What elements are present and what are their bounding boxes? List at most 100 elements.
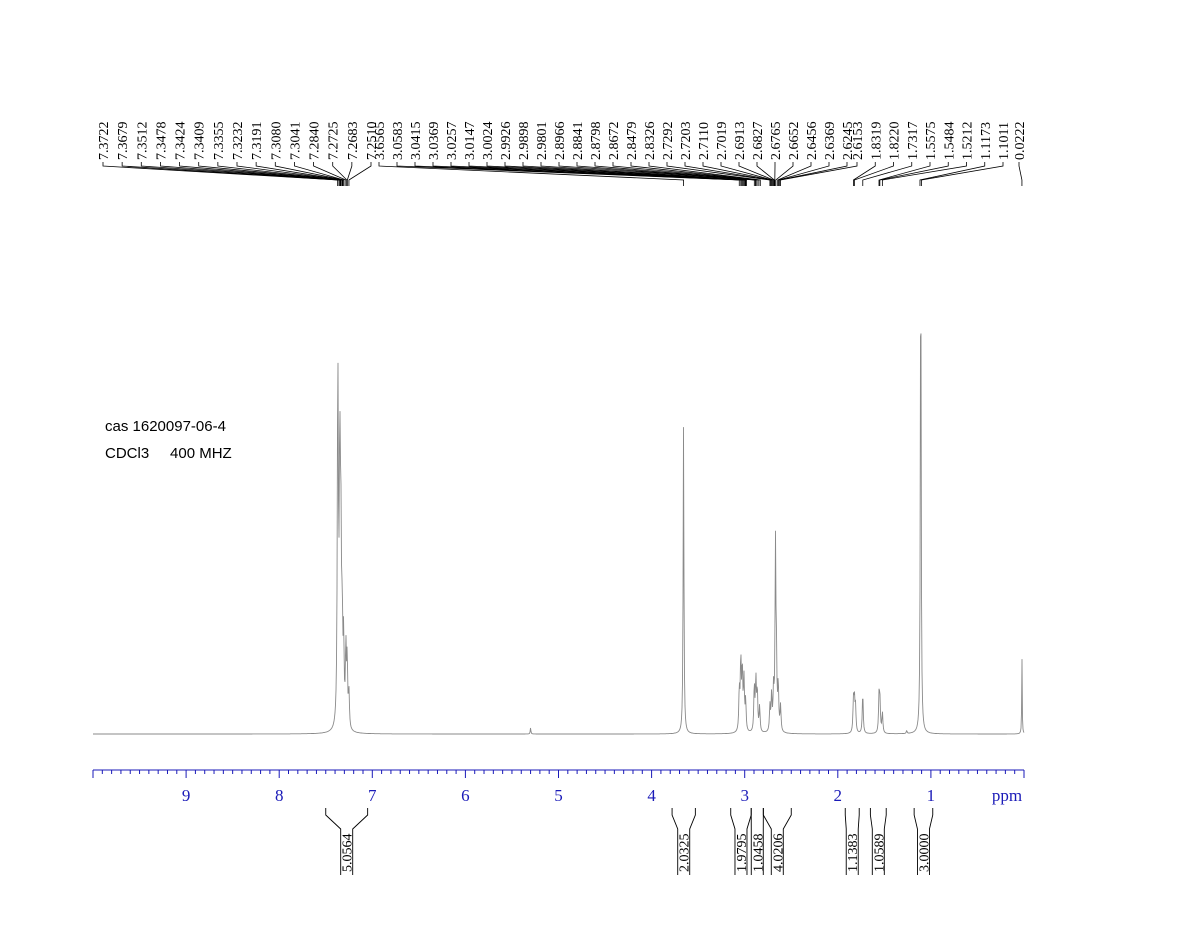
peak-label-leader: [702, 162, 773, 186]
peak-label-leader: [853, 162, 876, 186]
peak-label: 2.9926: [499, 122, 514, 161]
axis-tick-label: 8: [275, 786, 284, 805]
peak-label-leader: [756, 162, 775, 186]
peak-label: 7.3080: [269, 122, 284, 161]
peak-label-leader: [198, 162, 341, 186]
peak-label: 7.3722: [97, 122, 112, 161]
axis-tick-label: 6: [461, 786, 470, 805]
integral-bracket: [325, 808, 369, 875]
peak-label: 7.3424: [174, 122, 189, 161]
integral-bracket: [844, 808, 860, 875]
peak-label: 3.0583: [391, 122, 406, 161]
peak-label: 2.6456: [805, 122, 820, 161]
integral-bracket: [762, 808, 792, 875]
peak-label: 3.0369: [427, 122, 442, 161]
peak-label-leader: [594, 162, 757, 186]
peak-label-leader: [919, 162, 986, 186]
peak-label: 1.7317: [906, 122, 921, 161]
sample-annotation: cas 1620097-06-4: [105, 418, 226, 435]
integral-value: 1.9795: [735, 834, 750, 873]
peak-label-leader: [779, 162, 848, 186]
peak-label-leader: [102, 162, 339, 186]
peak-label-leader: [217, 162, 342, 186]
peak-label-leader: [775, 162, 794, 186]
peak-label: 7.3409: [193, 122, 208, 161]
peak-label: 2.8672: [607, 122, 622, 161]
peak-labels: 7.3722 7.3679 7.3512 7.3478 7.3424 7.3409 7.33…: [97, 122, 1028, 186]
peak-label-leader: [160, 162, 341, 186]
integral-value: 5.0564: [341, 834, 356, 873]
peak-label: 7.2840: [308, 122, 323, 161]
peak-label: 7.3679: [116, 122, 131, 161]
peak-label-leader: [348, 162, 372, 186]
ppm-axis: 9 8 7 6 5 4 3 2 1 ppm: [92, 769, 1025, 805]
peak-label: 7.3232: [231, 122, 246, 161]
peak-label-leader: [450, 162, 743, 186]
axis-tick-label: 9: [182, 786, 191, 805]
peak-label: 7.3478: [154, 122, 169, 161]
integral-value: 4.0206: [771, 834, 786, 873]
axis-tick-label: 5: [554, 786, 563, 805]
peak-label-leader: [738, 162, 774, 186]
peak-label: 0.0222: [1013, 122, 1028, 161]
peak-label: 2.7110: [697, 122, 712, 160]
peak-label: 2.6245: [841, 122, 856, 161]
peak-label: 1.1173: [979, 122, 994, 160]
peak-label-leader: [720, 162, 773, 186]
peak-label-leader: [346, 162, 353, 186]
peak-label: 7.3191: [250, 122, 265, 161]
peak-label-leader: [486, 162, 745, 186]
peak-label: 2.9801: [535, 122, 550, 161]
axis-unit-label: ppm: [992, 786, 1022, 805]
peak-label: 7.3041: [288, 122, 303, 161]
peak-label-leader: [862, 162, 913, 186]
peak-label: 7.2725: [327, 122, 342, 161]
peak-label: 3.0415: [409, 122, 424, 161]
peak-label: 1.8220: [888, 122, 903, 161]
peak-label-leader: [121, 162, 339, 186]
peak-label: 2.6913: [733, 122, 748, 161]
peak-label: 2.6827: [751, 122, 766, 161]
integral-bracket: [913, 808, 934, 875]
peak-label-leader: [468, 162, 744, 186]
axis-tick-label: 2: [834, 786, 843, 805]
peak-label: 3.0147: [463, 122, 478, 161]
peak-label-leader: [540, 162, 747, 186]
integral-value: 1.0458: [751, 834, 766, 873]
peak-label: 2.8966: [553, 122, 568, 161]
peak-label: 1.5484: [942, 122, 957, 161]
peak-label-leader: [778, 162, 830, 186]
peak-label: 2.8326: [643, 122, 658, 161]
peak-label: 7.2510: [365, 122, 380, 161]
peak-label-leader: [432, 162, 742, 186]
peak-label: 1.8319: [869, 122, 884, 161]
peak-label: 2.6153: [851, 122, 866, 161]
peak-label: 2.6369: [823, 122, 838, 161]
peak-label-leader: [313, 162, 347, 186]
peak-label-leader: [558, 162, 755, 186]
peak-label-leader: [522, 162, 747, 186]
axis-tick-label: 4: [647, 786, 656, 805]
axis-tick-label: 3: [740, 786, 749, 805]
peak-label-leader: [648, 162, 761, 186]
spectrum-trace: [93, 333, 1025, 735]
peak-label: 2.9898: [517, 122, 532, 161]
peak-label: 7.2683: [346, 122, 361, 161]
integral-value: 1.0589: [872, 834, 887, 873]
peak-label: 2.7203: [679, 122, 694, 161]
integrals: 5.0564 2.0325 1.9795 1.0458 4.0206 1.1383 1.05…: [325, 808, 934, 875]
integral-bracket: [671, 808, 696, 875]
peak-label-leader: [684, 162, 772, 186]
peak-label-leader: [1018, 162, 1023, 186]
peak-label-leader: [612, 162, 758, 186]
peak-label-leader: [630, 162, 760, 186]
integral-value: 2.0325: [678, 834, 693, 873]
peak-label: 2.8841: [571, 122, 586, 161]
peak-label-leader: [780, 162, 858, 186]
peak-label-leader: [777, 162, 812, 186]
peak-label-leader: [921, 162, 1004, 186]
peak-label: 3.0257: [445, 122, 460, 161]
peak-label: 3.6565: [373, 122, 388, 161]
peak-label: 7.3355: [212, 122, 227, 161]
peak-label: 2.7019: [715, 122, 730, 161]
